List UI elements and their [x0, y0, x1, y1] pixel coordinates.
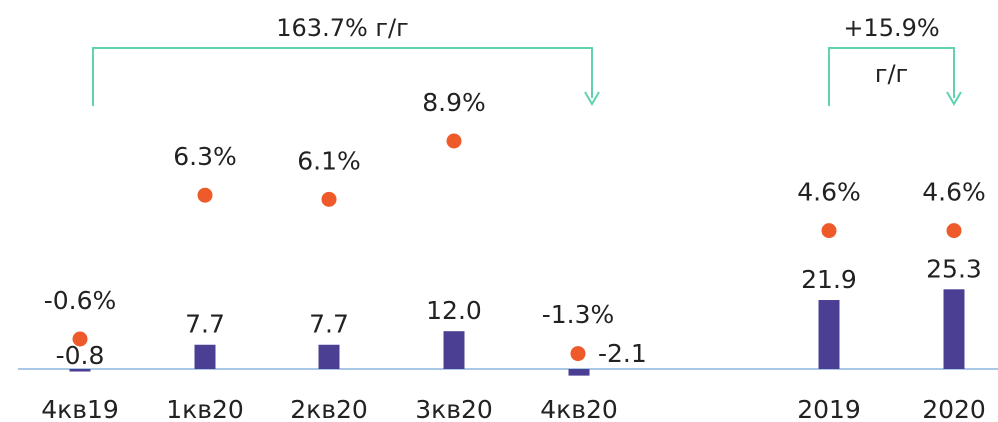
category-label: 2020 — [922, 395, 986, 422]
dot — [821, 223, 837, 239]
dot — [946, 223, 962, 239]
dot-value-label: -0.6% — [44, 286, 117, 315]
bar-value-label: 7.7 — [309, 310, 349, 339]
dot — [72, 331, 88, 347]
dot — [197, 187, 213, 203]
growth-bracket — [92, 47, 593, 106]
category-label: 2019 — [797, 395, 861, 422]
dot-value-label: 4.6% — [797, 178, 861, 207]
category-label: 1кв20 — [166, 395, 244, 422]
dot-value-label: 6.3% — [173, 142, 237, 171]
bar — [568, 369, 590, 376]
dot — [321, 191, 337, 207]
dot — [446, 133, 462, 149]
bar-value-label: 21.9 — [801, 265, 857, 294]
bracket-arrowhead — [946, 91, 962, 106]
bracket-arrowhead — [584, 91, 600, 106]
category-label: 2кв20 — [290, 395, 368, 422]
bar-value-label: 7.7 — [185, 310, 225, 339]
bar-value-label: 25.3 — [926, 254, 982, 283]
bar-value-label: 12.0 — [426, 296, 482, 325]
bar — [318, 344, 340, 369]
bar — [194, 344, 216, 369]
growth-annotation: 163.7% г/г — [276, 14, 408, 42]
category-label: 3кв20 — [415, 395, 493, 422]
dot-value-label: 4.6% — [922, 178, 986, 207]
growth-annotation: г/г — [875, 60, 908, 88]
growth-annotation: +15.9% — [843, 14, 939, 42]
dot — [570, 346, 586, 362]
bar — [443, 331, 465, 369]
bar-value-label: -2.1 — [598, 339, 647, 368]
bar — [69, 369, 91, 372]
dot-value-label: -1.3% — [542, 300, 615, 329]
dot-value-label: 6.1% — [297, 146, 361, 175]
bar — [943, 289, 965, 369]
growth-bracket — [828, 47, 955, 106]
dot-value-label: 8.9% — [422, 88, 486, 117]
bar — [818, 300, 840, 369]
category-label: 4кв20 — [540, 395, 618, 422]
category-label: 4кв19 — [41, 395, 119, 422]
